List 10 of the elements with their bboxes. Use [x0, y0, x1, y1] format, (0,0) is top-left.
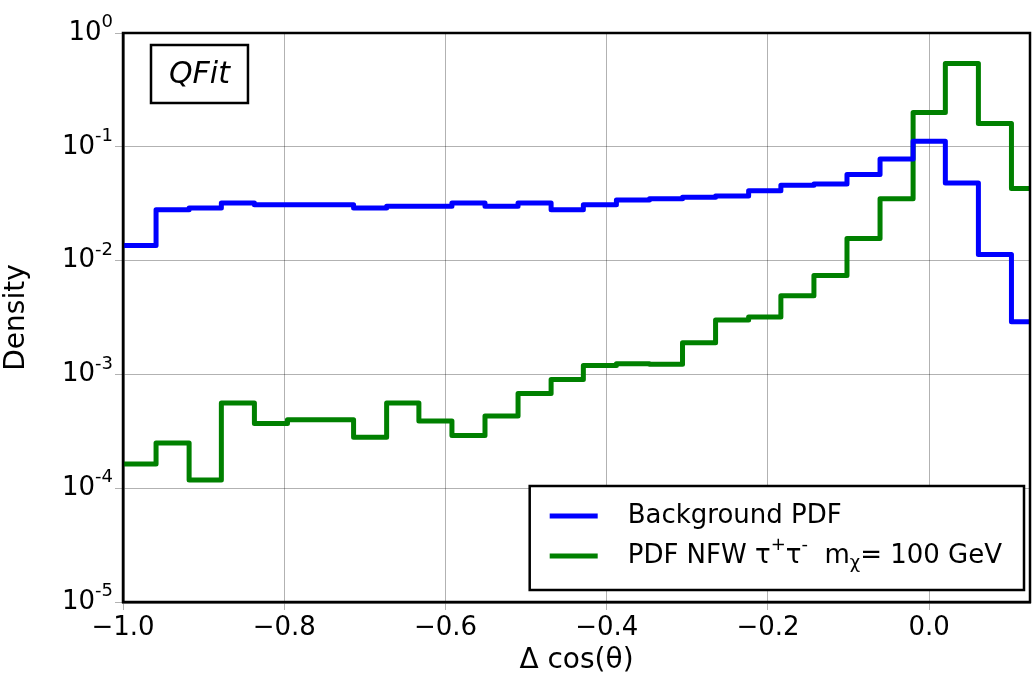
- x-tick-label: −0.6: [413, 611, 478, 642]
- x-axis-title: Δ cos(θ): [519, 642, 634, 676]
- x-tick-label: −0.4: [575, 611, 639, 642]
- x-tick-label: −1.0: [91, 611, 155, 642]
- x-tick-label: −0.2: [736, 611, 800, 642]
- annotation: QFit: [169, 54, 232, 90]
- x-tick-label: −0.8: [252, 611, 316, 642]
- y-axis-title: Density: [0, 264, 32, 371]
- legend-label: Background PDF: [627, 498, 842, 529]
- x-tick-label: 0.0: [908, 611, 950, 642]
